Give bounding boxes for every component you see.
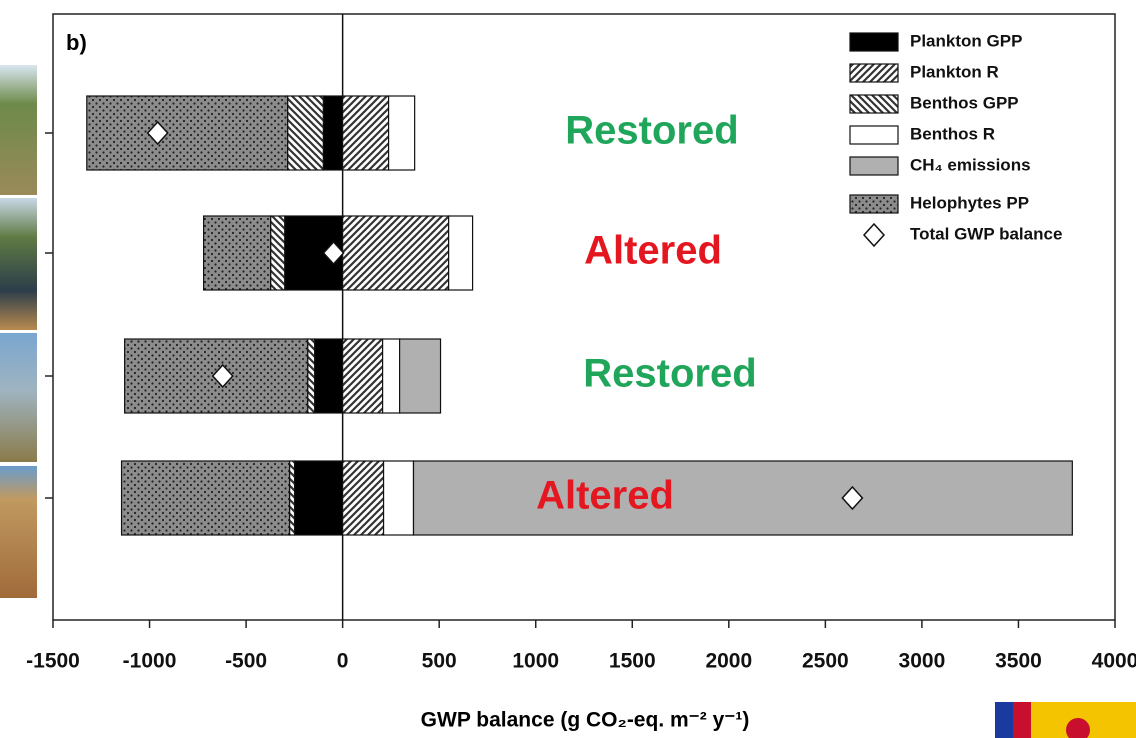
legend-label: Total GWP balance: [910, 224, 1062, 243]
x-tick-label: 1500: [609, 650, 656, 673]
x-tick-label: -1000: [123, 650, 177, 673]
x-axis-label: GWP balance (g CO₂-eq. m⁻² y⁻¹): [421, 709, 750, 732]
bar-segment: [295, 461, 343, 535]
bar-segment: [122, 461, 290, 535]
bar-segment: [290, 461, 295, 535]
bar-segment: [343, 339, 383, 413]
x-tick-label: 2000: [705, 650, 752, 673]
site-photo: [0, 65, 37, 195]
bar-segment: [343, 461, 384, 535]
bar-segment: [204, 216, 271, 290]
bar-segment: [271, 216, 285, 290]
legend-label: Plankton GPP: [910, 31, 1022, 50]
bar-segment: [343, 96, 389, 170]
x-tick-label: 3500: [995, 650, 1042, 673]
x-tick-label: 1000: [512, 650, 559, 673]
legend-swatch: [850, 195, 898, 213]
legend-label: Plankton R: [910, 62, 999, 81]
x-tick-label: 3000: [899, 650, 946, 673]
chart-title: b): [66, 30, 87, 55]
category-label: Altered: [584, 229, 722, 273]
category-label: Restored: [583, 352, 756, 396]
x-tick-label: 0: [337, 650, 349, 673]
bar-segment: [384, 461, 414, 535]
bar-segment: [343, 216, 449, 290]
bar-segment: [323, 96, 342, 170]
bar-segment: [414, 461, 1073, 535]
x-tick-label: 2500: [802, 650, 849, 673]
bar-segment: [288, 96, 324, 170]
flag: [995, 702, 1136, 738]
site-photo: [0, 466, 37, 598]
page: {"chart_data": { "type": "stacked-barh",…: [0, 0, 1136, 738]
legend-label: Benthos GPP: [910, 93, 1019, 112]
chart: b) GWP balance (g CO₂-eq. m⁻² y⁻¹) -1500…: [0, 0, 1136, 738]
legend-swatch: [850, 157, 898, 175]
bar-segment: [87, 96, 288, 170]
legend-swatch: [850, 64, 898, 82]
legend-label: CH₄ emissions: [910, 155, 1031, 174]
legend-swatch: [850, 33, 898, 51]
bar-segment: [315, 339, 343, 413]
x-tick-label: 4000: [1092, 650, 1136, 673]
legend-label: Benthos R: [910, 124, 995, 143]
bar-segment: [383, 339, 400, 413]
category-label: Altered: [536, 474, 674, 518]
legend-marker: [864, 224, 884, 246]
bar-segment: [400, 339, 441, 413]
bar-segment: [308, 339, 315, 413]
x-tick-label: 500: [422, 650, 457, 673]
site-photo: [0, 333, 37, 462]
x-tick-label: -1500: [26, 650, 80, 673]
legend-swatch: [850, 95, 898, 113]
x-tick-label: -500: [225, 650, 267, 673]
category-label: Restored: [565, 109, 738, 153]
legend-label: Helophytes PP: [910, 193, 1029, 212]
site-photo: [0, 198, 37, 330]
legend-swatch: [850, 126, 898, 144]
bar-segment: [449, 216, 473, 290]
bar-segment: [389, 96, 415, 170]
